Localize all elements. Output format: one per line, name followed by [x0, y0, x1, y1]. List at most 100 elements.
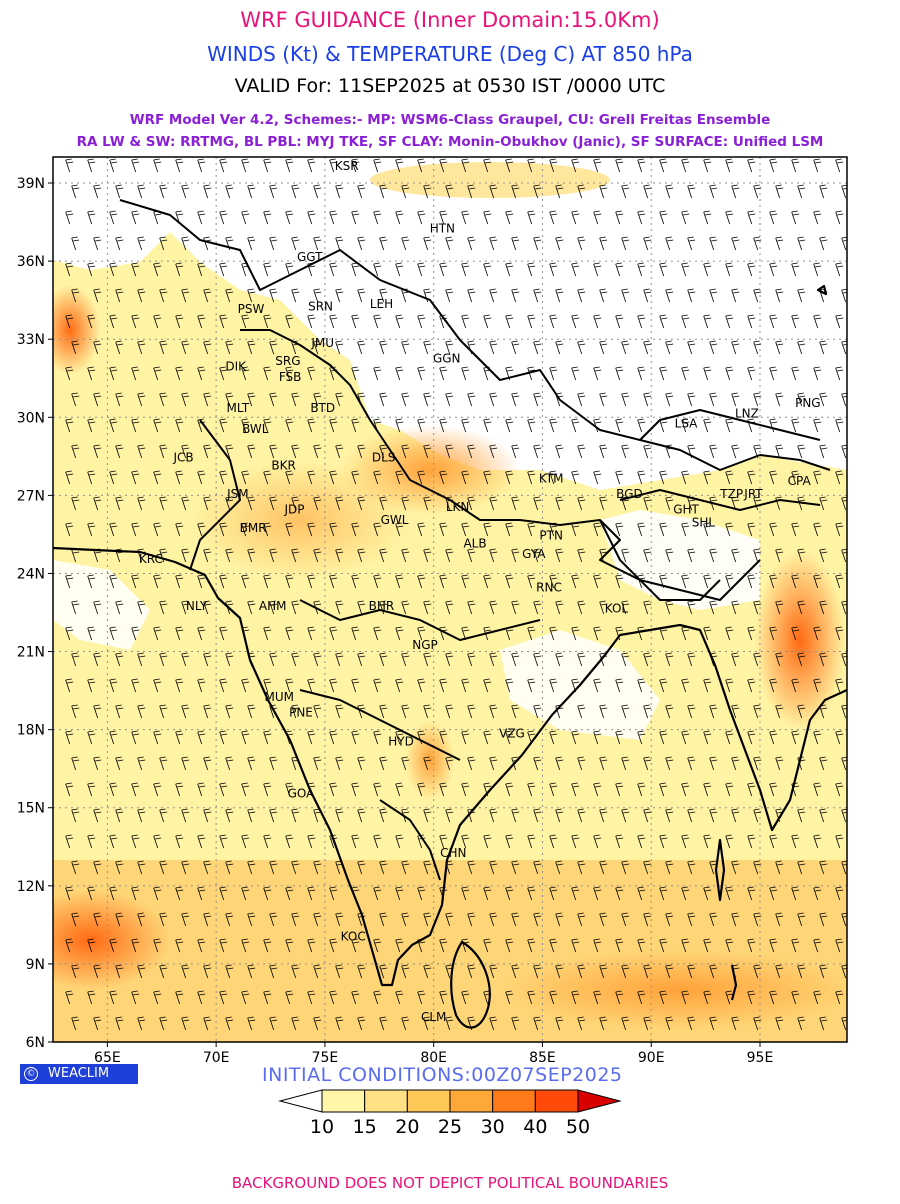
station-label: PSW: [238, 302, 265, 316]
station-label: SHL: [692, 516, 716, 530]
map-frame: [52, 156, 848, 1043]
station-label: PTN: [539, 529, 563, 543]
station-label: FSB: [279, 370, 302, 384]
internal-boundaries: [119, 199, 831, 881]
station-label: JSM: [226, 487, 249, 501]
lon-label: 80E: [420, 1050, 447, 1066]
copyright-icon: ©: [24, 1067, 38, 1081]
tibet-boundary: [639, 409, 821, 441]
lat-label: 39N: [17, 176, 45, 192]
wind-barbs: [65, 158, 847, 1031]
lat-label: 33N: [17, 332, 45, 348]
valid-time: VALID For: 11SEP2025 at 0530 IST /0000 U…: [234, 75, 666, 97]
station-label: JRT: [743, 487, 763, 501]
station-labels: KSR HTN GGT LEH PSW SRN JMU GGN DIK SRG FSB PNG MLT B…: [139, 159, 821, 1024]
lat-label: 15N: [17, 801, 45, 817]
colorbar-tick-label: 10: [310, 1116, 334, 1138]
station-label: BMR: [240, 521, 267, 535]
station-label: DIK: [225, 359, 247, 373]
station-label: JCB: [172, 451, 193, 465]
hot-spot-afghanistan: [53, 285, 100, 375]
colorbar-segment: [406, 1089, 451, 1113]
footer-disclaimer: BACKGROUND DOES NOT DEPICT POLITICAL BOU…: [231, 1174, 669, 1192]
eastern-boundary: [599, 519, 721, 601]
lon-label: 70E: [203, 1050, 230, 1066]
map-title: WRF GUIDANCE (Inner Domain:15.0Km): [240, 8, 660, 32]
station-label: MUM: [264, 690, 294, 704]
station-label: CLM: [421, 1010, 446, 1024]
colorbar-tick-label: 15: [353, 1116, 377, 1138]
station-label: HTN: [430, 221, 455, 235]
station-label: LKN: [446, 500, 470, 514]
station-label: KOL: [605, 602, 629, 616]
lat-label: 30N: [17, 410, 45, 426]
station-label: JMU: [310, 336, 334, 350]
map-subtitle: WINDS (Kt) & TEMPERATURE (Deg C) AT 850 …: [207, 42, 693, 66]
colorbar-segment: [321, 1089, 366, 1113]
wind-barb-field: [65, 158, 847, 1031]
station-label: CHN: [440, 846, 466, 860]
station-label: GHT: [673, 503, 699, 517]
warm-strip-tibet: [370, 162, 610, 198]
himalayan-boundary: [119, 199, 831, 471]
lake-outline: [816, 284, 828, 296]
cool-region-northeast: [600, 510, 760, 610]
station-label: KTM: [539, 471, 564, 485]
colorbar-segment: [492, 1089, 536, 1113]
western-boundary: [189, 419, 241, 571]
lon-label: 85E: [529, 1050, 556, 1066]
lat-label: 21N: [17, 645, 45, 661]
lon-label: 95E: [747, 1050, 774, 1066]
station-label: ALB: [463, 536, 486, 550]
station-label: LEH: [370, 297, 393, 311]
andaman-islands: [714, 838, 726, 902]
southern-boundary: [379, 799, 441, 881]
station-label: BHR: [369, 599, 395, 613]
station-label: HYD: [388, 734, 414, 748]
colorbar-tick-label: 40: [523, 1116, 547, 1138]
lat-label: 18N: [17, 723, 45, 739]
latitude-axis: 39N 36N 33N 30N 27N 24N 21N 18N 15N 12N 9N 6N: [17, 176, 53, 1051]
lat-label: 24N: [17, 566, 45, 582]
station-label: MLT: [227, 401, 250, 415]
lat-label: 36N: [17, 254, 45, 270]
colorbar-high-triangle: [577, 1089, 622, 1113]
warm-spot-southeast: [500, 950, 847, 1030]
model-info-line-2: RA LW & SW: RRTMG, BL PBL: MYJ TKE, SF C…: [76, 134, 824, 150]
station-label: JDP: [283, 503, 304, 517]
model-info-line-1: WRF Model Ver 4.2, Schemes:- MP: WSM6-Cl…: [129, 112, 771, 128]
graticule: [53, 157, 847, 1042]
lat-label: 6N: [26, 1035, 45, 1051]
station-label: BKR: [271, 458, 295, 472]
cool-region-arabian: [53, 560, 150, 650]
lat-label: 12N: [17, 879, 45, 895]
station-label: KOC: [341, 929, 366, 943]
hot-spot-myanmar-coast: [755, 550, 845, 730]
plains-boundary: [240, 329, 761, 601]
lon-label: 90E: [638, 1050, 665, 1066]
colorbar-tick-label: 25: [438, 1116, 462, 1138]
station-label: KRC: [139, 552, 163, 566]
station-label: CPA: [788, 474, 812, 488]
station-label: BTD: [310, 401, 335, 415]
northeast-boundary: [619, 489, 821, 511]
mainland-coastline: [53, 546, 847, 987]
station-label: BGD: [616, 487, 643, 501]
station-label: PNG: [795, 396, 821, 410]
station-label: LSA: [675, 417, 699, 431]
station-label: GGN: [433, 352, 461, 366]
station-label: SRG: [275, 354, 300, 368]
colorbar-tick-label: 20: [395, 1116, 419, 1138]
colorbar-tick-label: 50: [566, 1116, 590, 1138]
colorbar-segment: [449, 1089, 494, 1113]
colorbar-segment: [364, 1089, 408, 1113]
station-label: RNC: [536, 581, 562, 595]
longitude-axis: 65E 70E 75E 80E 85E 90E 95E: [94, 1042, 773, 1066]
weaclim-logo-text: WEACLIM: [48, 1066, 110, 1081]
station-label: BWL: [242, 422, 269, 436]
lat-label: 27N: [17, 488, 45, 504]
colorbar-segment: [534, 1089, 579, 1113]
station-label: KSR: [335, 159, 359, 173]
lon-label: 75E: [312, 1050, 339, 1066]
